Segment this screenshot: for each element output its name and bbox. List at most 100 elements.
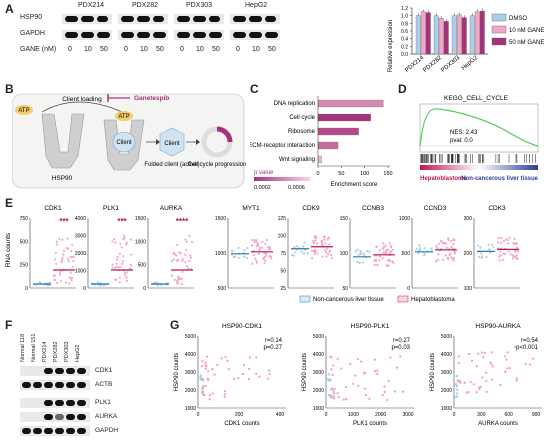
hb-point <box>315 242 319 245</box>
hb-point <box>62 249 66 252</box>
hb-point <box>55 262 58 265</box>
hb-point <box>53 258 57 261</box>
y-tick-label: 0.2 <box>401 44 408 50</box>
gane-dose-label: GANE (nM) <box>20 46 57 53</box>
blot-strip-plk1 <box>20 398 90 408</box>
blot-band <box>81 32 94 38</box>
hb-point <box>383 385 386 388</box>
scatter-title: HSP90-PLK1 <box>351 323 390 330</box>
hb-point <box>124 273 127 276</box>
hb-point <box>207 370 210 373</box>
hb-point <box>120 246 123 249</box>
blot-header-pdx303: PDX303 <box>186 2 213 9</box>
hb-point <box>437 242 441 245</box>
hb-point <box>224 356 227 359</box>
dot-plot-tick: 1000 <box>215 251 226 257</box>
hb-point <box>389 356 392 359</box>
hb-point <box>251 238 254 242</box>
hb-point <box>456 380 460 383</box>
hb-point <box>490 351 493 354</box>
normal-point <box>417 252 420 255</box>
hb-point <box>498 259 501 262</box>
hsp90-label: HSP90 <box>52 175 73 182</box>
scatter-y-tick: 5000 <box>313 334 324 340</box>
scatter-y-tick: 2000 <box>313 388 324 394</box>
hb-point <box>204 385 208 388</box>
gsea-frame <box>419 103 539 153</box>
hb-point <box>393 390 397 393</box>
hsp90-shape-icon <box>41 113 85 169</box>
blot-strip-gapdh <box>62 30 112 40</box>
hb-point <box>72 255 75 258</box>
scatter-y-tick: 3000 <box>185 370 196 376</box>
blot-row-label: CDK1 <box>95 367 113 374</box>
hb-point <box>435 245 438 248</box>
hb-point <box>312 241 316 245</box>
hb-point <box>206 378 210 382</box>
blot-band <box>177 16 190 22</box>
hb-point <box>453 252 456 255</box>
blot-strip-gapdh <box>230 30 280 40</box>
hb-point <box>378 249 381 252</box>
normal-point <box>418 244 421 247</box>
normal-point <box>327 373 331 376</box>
hb-point <box>188 259 191 263</box>
hb-point <box>123 236 126 240</box>
blot-band <box>66 428 75 434</box>
blot-strip-actb <box>20 380 90 390</box>
scatter-x-tick: 1000 <box>348 412 359 418</box>
hb-point <box>392 261 395 264</box>
blot-band <box>77 368 86 374</box>
hb-point <box>257 244 260 247</box>
hb-point <box>255 356 258 359</box>
normal-point <box>38 281 41 284</box>
normal-point <box>485 256 488 259</box>
hb-point <box>507 242 510 245</box>
normal-point <box>245 256 248 260</box>
dot-plot-tick: 150 <box>340 216 349 222</box>
hb-point <box>176 280 179 283</box>
bar <box>451 15 457 55</box>
hb-point <box>477 352 480 355</box>
normal-point <box>302 245 305 248</box>
hb-point <box>181 259 184 263</box>
hb-point <box>253 239 256 242</box>
hb-point <box>211 392 215 395</box>
blot-band <box>209 16 220 22</box>
hb-point <box>254 372 258 375</box>
hb-point <box>382 242 385 245</box>
hb-point <box>172 258 175 261</box>
hb-point <box>55 240 59 243</box>
hb-point <box>266 245 270 249</box>
panel-letter-a: A <box>5 2 14 16</box>
hb-point <box>115 278 118 281</box>
hb-point <box>316 252 319 255</box>
hb-point <box>441 241 444 244</box>
hb-point <box>489 361 492 364</box>
hb-point <box>202 390 205 394</box>
dose-label: 50 <box>268 46 276 53</box>
lane-header: PDX282 <box>53 341 59 363</box>
hb-point <box>175 259 179 262</box>
hb-point <box>382 245 385 249</box>
blot-band <box>77 428 86 434</box>
blot-label-hsp90: HSP90 <box>20 14 43 21</box>
normal-point <box>356 260 359 264</box>
bar <box>433 15 439 55</box>
hb-point <box>208 397 211 401</box>
normal-point <box>354 250 357 253</box>
blot-band <box>33 382 42 388</box>
hb-point <box>114 241 117 244</box>
dot-plot-tick: 100 <box>278 234 287 240</box>
bar <box>420 11 426 55</box>
hb-point <box>333 387 336 391</box>
blot-band <box>137 32 150 38</box>
normal-point <box>430 247 433 250</box>
pvalue-legend-title: p value <box>254 170 274 176</box>
scatter-x-tick: 300 <box>477 412 486 418</box>
scatter-x-tick: 200 <box>235 412 244 418</box>
blot-band <box>65 16 78 22</box>
hb-point <box>175 282 179 285</box>
scatter-x-label: AURKA counts <box>478 421 518 427</box>
hb-point <box>264 242 267 246</box>
